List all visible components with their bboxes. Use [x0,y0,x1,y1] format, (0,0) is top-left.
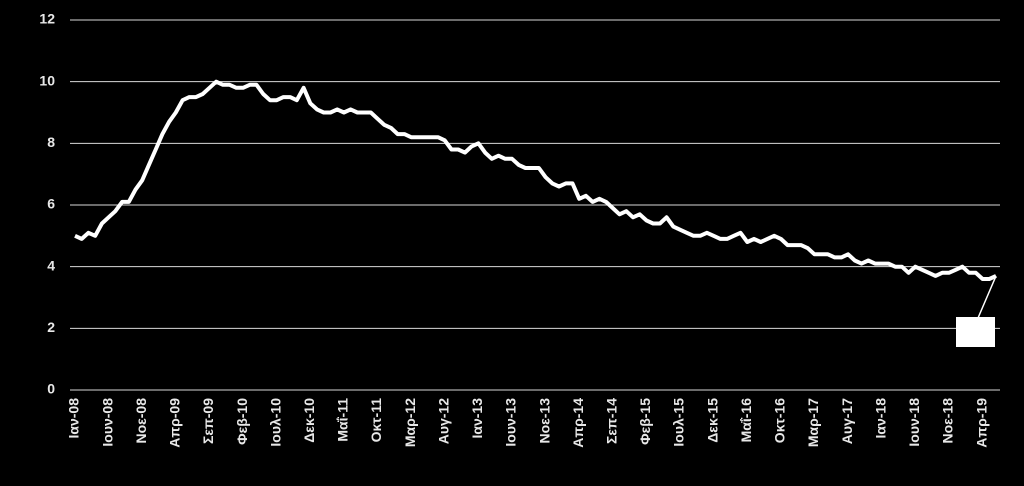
x-tick-label: Σεπ-14 [604,398,620,444]
x-tick-label: Μαΐ-11 [335,398,351,442]
x-tick-label: Μαΐ-16 [738,398,754,443]
y-tick-label: 0 [47,381,55,397]
x-tick-label: Μαρ-17 [805,398,821,447]
y-tick-label: 8 [47,134,55,150]
x-tick-label: Απρ-14 [570,398,586,448]
x-tick-label: Αυγ-17 [839,398,855,444]
x-tick-label: Οκτ-16 [772,398,788,443]
x-tick-label: Φεβ-10 [234,398,250,445]
x-tick-label: Σεπ-09 [200,398,216,444]
x-tick-label: Ιουν-18 [906,398,922,447]
x-tick-label: Νοε-13 [536,398,552,444]
x-tick-label: Νοε-08 [133,398,149,444]
annotation-box [956,317,995,347]
y-tick-label: 6 [47,196,55,212]
x-tick-label: Ιαν-18 [872,398,888,439]
x-tick-label: Φεβ-15 [637,398,653,445]
x-tick-label: Δεκ-10 [301,398,317,443]
y-tick-label: 10 [39,72,55,88]
x-tick-label: Ιαν-13 [469,398,485,439]
x-tick-label: Οκτ-11 [368,398,384,443]
x-tick-label: Ιουν-08 [99,398,115,447]
x-tick-label: Ιουν-13 [503,398,519,447]
x-tick-label: Δεκ-15 [704,398,720,443]
x-tick-label: Ιουλ-10 [267,398,283,447]
x-tick-label: Νοε-18 [940,398,956,444]
x-tick-label: Απρ-19 [973,398,989,448]
annotation-leader [977,275,997,319]
x-tick-label: Ιαν-08 [66,398,82,439]
y-tick-label: 2 [47,319,55,335]
x-tick-label: Μαρ-12 [402,398,418,447]
x-tick-label: Απρ-09 [167,398,183,448]
x-tick-label: Αυγ-12 [435,398,451,444]
y-tick-label: 12 [39,11,55,27]
x-tick-label: Ιουλ-15 [671,398,687,447]
line-series [74,79,997,281]
y-tick-label: 4 [47,257,55,273]
